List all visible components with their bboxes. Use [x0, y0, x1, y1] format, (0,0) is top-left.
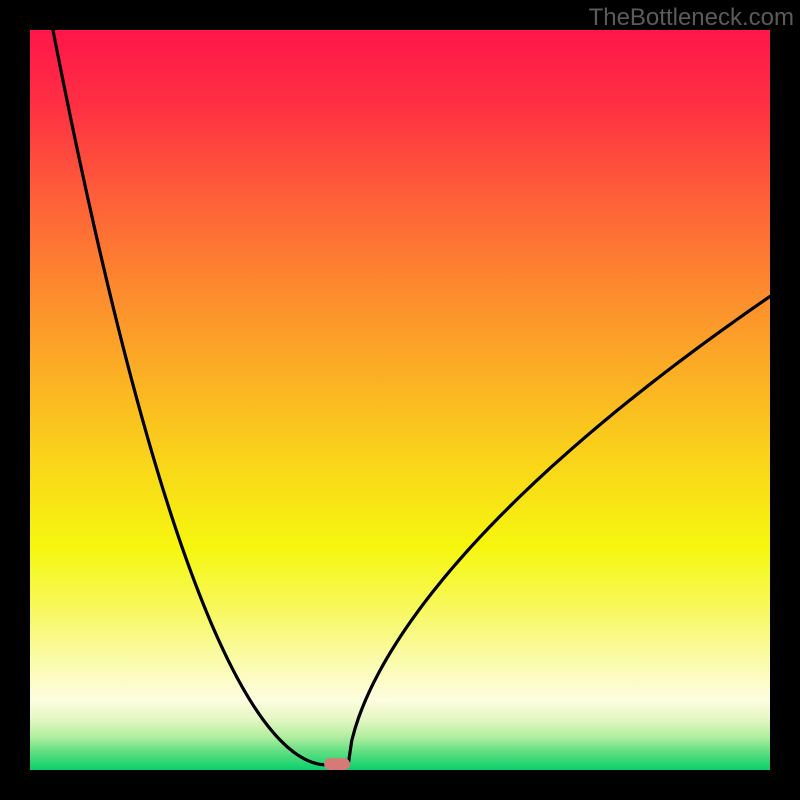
bottleneck-chart	[0, 0, 800, 800]
chart-container: TheBottleneck.com	[0, 0, 800, 800]
